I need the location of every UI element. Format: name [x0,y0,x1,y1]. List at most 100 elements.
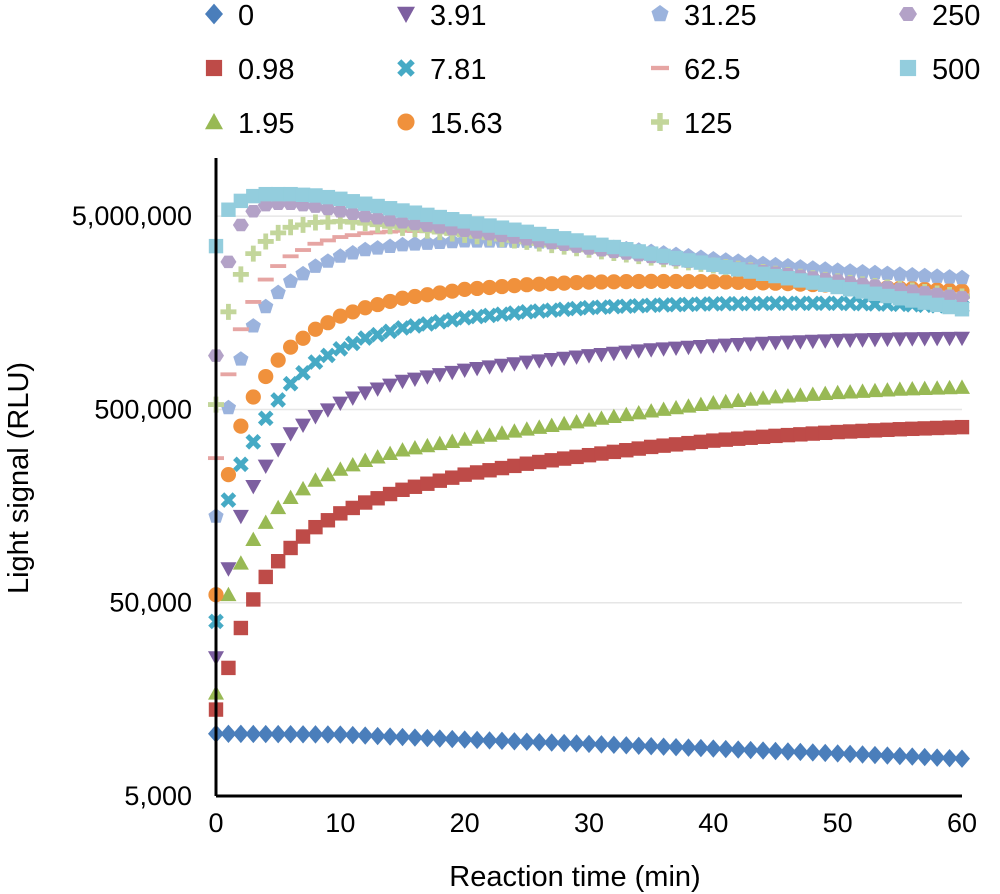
data-point [692,738,709,758]
data-point [507,458,522,474]
legend-label: 250 [932,0,980,32]
data-point [357,241,373,257]
data-point [692,396,709,412]
data-point [232,327,249,332]
data-point [382,378,399,394]
data-point [942,299,957,315]
data-point [779,388,796,403]
x-tick-label: 60 [947,808,977,838]
data-point [742,337,759,352]
data-point [755,266,771,282]
data-point [941,379,958,395]
data-point [606,274,622,290]
data-point [830,279,845,295]
data-point [556,351,573,367]
data-point [941,331,958,347]
series-3_91 [208,331,970,666]
data-point [531,276,547,292]
data-point [382,214,399,227]
data-point [531,303,548,319]
data-point [904,332,921,347]
data-point [717,295,734,312]
x-tick-label: 30 [574,808,604,838]
data-point [581,349,597,364]
data-point [419,316,436,332]
data-point [283,186,298,202]
data-point [406,372,423,387]
data-point [432,285,448,301]
data-point [531,732,548,752]
data-point [842,424,858,439]
data-point [507,222,522,237]
data-point [407,479,423,494]
data-point [270,352,286,368]
data-point [681,435,696,451]
legend-label: 0 [238,0,254,32]
data-point [295,265,311,281]
data-point [382,201,398,216]
data-point [344,207,361,220]
data-point [332,396,349,411]
legend-label: 3.91 [430,0,486,32]
data-point [618,298,635,315]
data-point [456,730,473,749]
data-point [880,288,895,304]
data-point [829,744,846,763]
data-point [767,388,784,404]
data-point [929,287,946,301]
data-point [481,279,498,296]
data-point [891,332,908,347]
data-point [780,427,796,443]
data-point [344,233,361,238]
data-point [332,235,349,239]
series-1_95 [208,379,970,700]
data-point [332,340,349,357]
data-point [518,355,535,371]
data-point [295,725,312,744]
data-point [493,425,510,440]
data-point [494,460,510,476]
data-point [482,218,497,233]
data-point [431,314,448,330]
data-point [929,268,945,283]
data-point [319,238,336,243]
data-point [432,209,447,225]
data-point [643,737,660,756]
data-point [817,385,834,401]
data-point [817,295,834,312]
data-point [506,357,523,372]
data-point [543,353,560,368]
data-point [569,233,584,248]
data-point [730,337,747,353]
data-point [916,332,933,347]
data-point [445,212,460,227]
data-point [419,219,436,232]
data-point [407,318,423,334]
data-point [693,274,709,290]
data-point [493,358,510,374]
data-point [333,506,348,521]
data-point [779,742,796,761]
data-point [656,248,671,264]
data-point [568,413,585,429]
legend-item: 0 [205,0,254,32]
data-point [519,224,535,240]
data-point [220,492,237,508]
data-point [344,391,361,406]
data-point [357,300,373,316]
data-point [406,217,423,231]
data-point [544,276,560,292]
data-point [556,451,572,466]
data-point [705,739,722,758]
data-point [320,315,336,331]
data-point [681,253,696,268]
data-point [804,386,821,401]
data-point [431,729,448,748]
data-point [295,480,312,496]
data-point [544,228,559,244]
data-point [904,747,921,766]
legend-marker [651,5,669,22]
data-point [717,739,734,759]
data-point [581,412,597,427]
